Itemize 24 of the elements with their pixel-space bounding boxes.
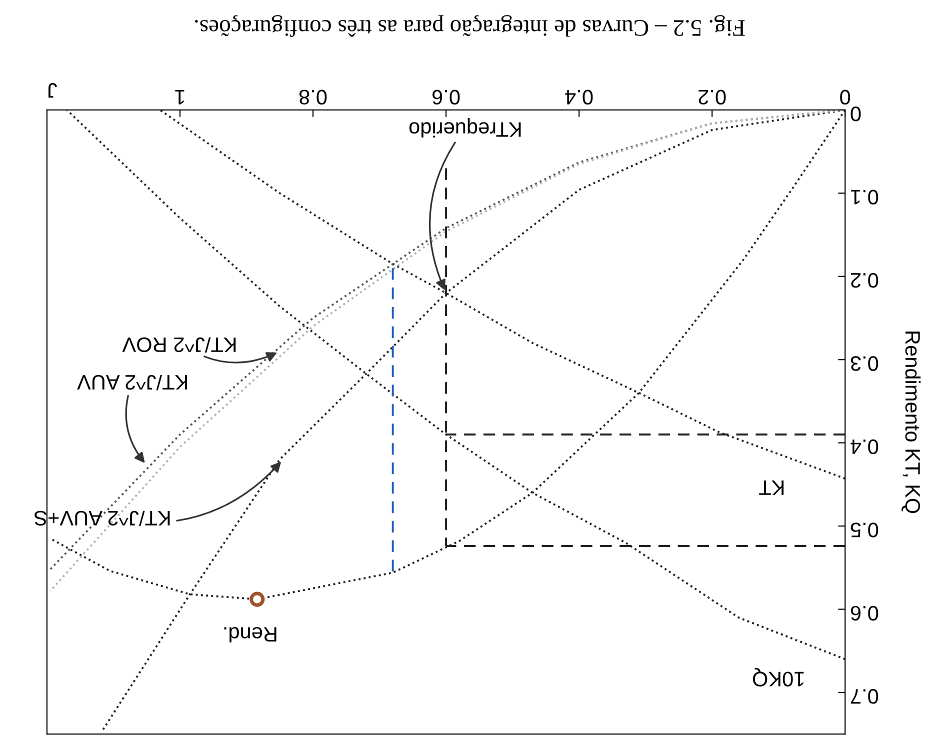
y-tick-label: 0.4	[850, 439, 878, 454]
y-tick-label: 0.3	[850, 356, 878, 371]
annotation: 10KQ	[752, 668, 804, 686]
y-tick-label: 0.5	[850, 522, 878, 538]
annotation: KT/J^2 AUV	[77, 374, 187, 390]
y-axis-title: Rendimento KT, KQ	[902, 332, 921, 514]
annotation: KTrequerido	[409, 118, 521, 138]
annotation: KT/J^2 AUV+S	[34, 510, 170, 526]
x-tick-label: 0.6	[432, 90, 460, 105]
x-tick-label: 0.2	[698, 90, 726, 105]
y-tick-label: 0.6	[850, 606, 878, 621]
y-tick-label: 0.1	[850, 190, 878, 204]
x-tick-label: 0.8	[299, 90, 327, 105]
x-axis-title: J	[48, 83, 58, 98]
y-tick-label: 0	[850, 106, 861, 122]
chart-title: Fig. 5.2 – Curvas de integração para as três configurações.	[195, 15, 745, 37]
annotation: KT/J^2 ROV	[122, 337, 236, 353]
x-tick-label: 1	[175, 90, 184, 104]
x-tick-label: 0.4	[565, 90, 593, 105]
y-tick-label: 0.7	[851, 689, 878, 704]
x-tick-label: 0	[840, 90, 850, 105]
annotation: KT	[759, 480, 784, 495]
annotation: Rend.	[224, 627, 276, 642]
y-tick-label: 0.2	[851, 272, 878, 288]
